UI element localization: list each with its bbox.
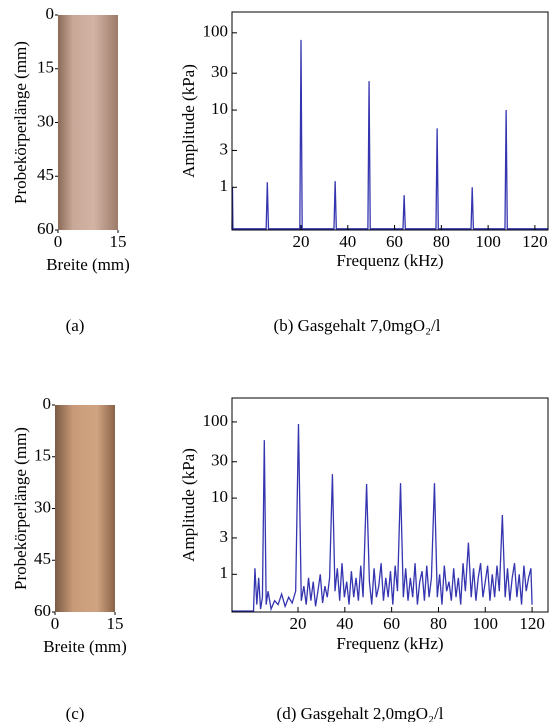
y-tick-label: 15: [37, 58, 54, 77]
spectrum-line: [232, 423, 533, 612]
x-tick-label: 80: [433, 232, 450, 251]
x-tick-label: 0: [54, 232, 63, 251]
x-tick-label: 120: [519, 614, 545, 633]
spectrum-line: [231, 39, 548, 230]
y-tick-label: 1: [220, 563, 229, 582]
x-tick-label: 20: [293, 232, 310, 251]
plot-frame: [231, 11, 549, 231]
y-tick-label: 10: [211, 99, 228, 118]
y-tick-label: 30: [37, 111, 54, 130]
x-tick-label: 100: [475, 232, 501, 251]
x-tick-label: 40: [339, 232, 356, 251]
y-axis-label: Probekörperlänge (mm): [11, 41, 30, 204]
y-tick-label: 3: [220, 139, 229, 158]
x-tick-label: 15: [110, 232, 127, 251]
x-axis-label: Breite (mm): [46, 255, 130, 274]
x-tick-label: 60: [383, 614, 400, 633]
y-tick-label: 10: [211, 487, 228, 506]
y-axis-label: Amplitude (kPa): [179, 64, 198, 178]
caption: (b) Gasgehalt 7,0mgO₂/l: [274, 316, 441, 335]
x-tick-label: 40: [336, 614, 353, 633]
caption: (a): [66, 316, 85, 335]
x-axis-label: Frequenz (kHz): [336, 634, 443, 653]
y-tick-label: 60: [37, 219, 54, 238]
x-tick-label: 120: [522, 232, 548, 251]
plot-frame: [231, 397, 549, 613]
x-tick-label: 100: [473, 614, 499, 633]
y-tick-label: 45: [37, 165, 54, 184]
x-tick-label: 60: [386, 232, 403, 251]
y-tick-label: 0: [43, 394, 52, 413]
x-tick-label: 0: [51, 614, 60, 633]
x-axis-label: Frequenz (kHz): [336, 251, 443, 270]
x-tick-label: 20: [290, 614, 307, 633]
caption: (c): [66, 704, 85, 722]
y-tick-label: 100: [203, 411, 229, 430]
y-tick-label: 30: [34, 497, 51, 516]
specimen-photo: [58, 15, 118, 230]
x-tick-label: 15: [107, 614, 124, 633]
y-axis-label: Probekörperlänge (mm): [11, 427, 30, 590]
y-tick-label: 30: [211, 451, 228, 470]
y-axis-label: Amplitude (kPa): [179, 448, 198, 562]
specimen-photo: [55, 405, 115, 612]
y-tick-label: 60: [34, 601, 51, 620]
y-tick-label: 45: [34, 549, 51, 568]
x-tick-label: 80: [430, 614, 447, 633]
y-tick-label: 30: [211, 62, 228, 81]
y-tick-label: 0: [46, 4, 55, 23]
caption: (d) Gasgehalt 2,0mgO₂/l: [277, 704, 444, 722]
x-axis-label: Breite (mm): [43, 637, 127, 656]
y-tick-label: 100: [203, 22, 229, 41]
y-tick-label: 3: [220, 527, 229, 546]
y-tick-label: 15: [34, 446, 51, 465]
y-tick-label: 1: [220, 176, 229, 195]
